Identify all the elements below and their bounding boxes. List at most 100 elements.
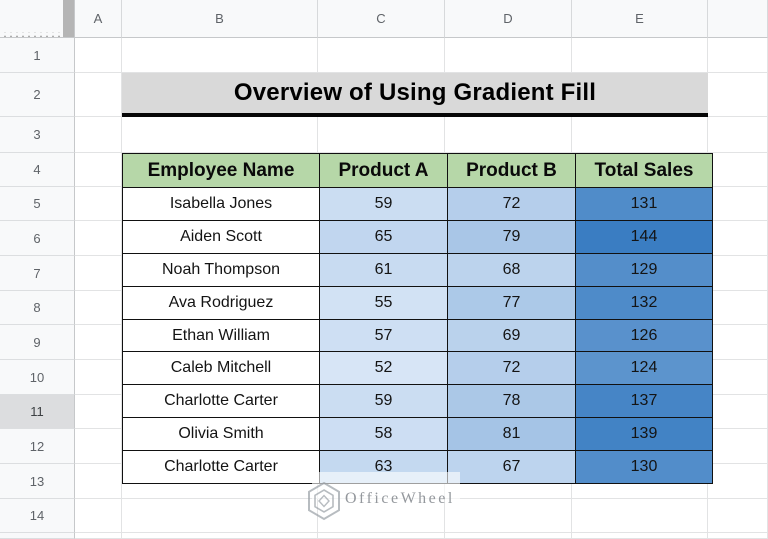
column-header-a[interactable]: A — [75, 0, 122, 38]
empty-cell[interactable] — [445, 117, 572, 153]
column-header-partial[interactable] — [708, 0, 768, 38]
row-header-6[interactable]: 6 — [0, 221, 75, 256]
empty-cell[interactable] — [708, 73, 768, 117]
empty-cell[interactable] — [75, 499, 122, 533]
empty-cell[interactable] — [445, 533, 572, 539]
empty-cell[interactable] — [708, 221, 768, 256]
empty-cell[interactable] — [572, 499, 708, 533]
table-header-product-a[interactable]: Product A — [319, 153, 448, 188]
freeze-handle-vertical[interactable] — [63, 0, 74, 37]
table-header-employee-name[interactable]: Employee Name — [122, 153, 320, 188]
cell-product-b[interactable]: 78 — [447, 384, 576, 419]
row-header-5[interactable]: 5 — [0, 187, 75, 221]
empty-cell[interactable] — [708, 499, 768, 533]
cell-product-b[interactable]: 79 — [447, 219, 576, 254]
empty-cell[interactable] — [318, 38, 445, 73]
row-header-9[interactable]: 9 — [0, 325, 75, 360]
cell-product-a[interactable]: 65 — [319, 219, 448, 254]
cell-product-a[interactable]: 59 — [319, 187, 448, 221]
cell-employee-name[interactable]: Isabella Jones — [122, 187, 320, 221]
empty-cell[interactable] — [75, 38, 122, 73]
cell-employee-name[interactable]: Ethan William — [122, 318, 320, 353]
row-header-7[interactable]: 7 — [0, 256, 75, 291]
title-cell[interactable]: Overview of Using Gradient Fill — [122, 73, 708, 117]
empty-cell[interactable] — [75, 395, 122, 429]
cell-product-a[interactable]: 57 — [319, 318, 448, 353]
select-all-corner[interactable] — [0, 0, 75, 38]
freeze-handle-horizontal[interactable] — [2, 32, 60, 37]
cell-employee-name[interactable]: Noah Thompson — [122, 252, 320, 287]
empty-cell[interactable] — [708, 256, 768, 291]
cell-employee-name[interactable]: Charlotte Carter — [122, 450, 320, 485]
row-header-10[interactable]: 10 — [0, 360, 75, 395]
empty-cell[interactable] — [708, 117, 768, 153]
row-header-1[interactable]: 1 — [0, 38, 75, 73]
cell-product-b[interactable]: 72 — [447, 351, 576, 386]
empty-cell[interactable] — [445, 38, 572, 73]
empty-cell[interactable] — [708, 187, 768, 221]
row-header-8[interactable]: 8 — [0, 291, 75, 325]
row-header-partial[interactable] — [0, 533, 75, 539]
row-header-12[interactable]: 12 — [0, 429, 75, 464]
cell-total-sales[interactable]: 124 — [575, 351, 713, 386]
empty-cell[interactable] — [708, 533, 768, 539]
empty-cell[interactable] — [122, 117, 318, 153]
empty-cell[interactable] — [572, 117, 708, 153]
empty-cell[interactable] — [122, 533, 318, 539]
row-header-14[interactable]: 14 — [0, 499, 75, 533]
empty-cell[interactable] — [445, 499, 572, 533]
row-header-4[interactable]: 4 — [0, 153, 75, 187]
cell-total-sales[interactable]: 131 — [575, 187, 713, 221]
empty-cell[interactable] — [708, 325, 768, 360]
empty-cell[interactable] — [572, 38, 708, 73]
empty-cell[interactable] — [318, 117, 445, 153]
table-header-product-b[interactable]: Product B — [447, 153, 576, 188]
column-header-c[interactable]: C — [318, 0, 445, 38]
row-header-11[interactable]: 11 — [0, 395, 75, 429]
cell-product-b[interactable]: 81 — [447, 417, 576, 452]
cell-total-sales[interactable]: 129 — [575, 252, 713, 287]
cell-product-b[interactable]: 68 — [447, 252, 576, 287]
cell-product-a[interactable]: 59 — [319, 384, 448, 419]
empty-cell[interactable] — [122, 38, 318, 73]
empty-cell[interactable] — [75, 117, 122, 153]
empty-cell[interactable] — [75, 221, 122, 256]
cell-total-sales[interactable]: 130 — [575, 450, 713, 485]
cell-product-b[interactable]: 77 — [447, 285, 576, 320]
cell-product-a[interactable]: 52 — [319, 351, 448, 386]
cell-employee-name[interactable]: Caleb Mitchell — [122, 351, 320, 386]
table-header-total-sales[interactable]: Total Sales — [575, 153, 713, 188]
cell-employee-name[interactable]: Charlotte Carter — [122, 384, 320, 419]
empty-cell[interactable] — [75, 464, 122, 499]
empty-cell[interactable] — [75, 429, 122, 464]
cell-total-sales[interactable]: 126 — [575, 318, 713, 353]
cell-product-a[interactable]: 61 — [319, 252, 448, 287]
cell-total-sales[interactable]: 137 — [575, 384, 713, 419]
cell-employee-name[interactable]: Ava Rodriguez — [122, 285, 320, 320]
empty-cell[interactable] — [318, 533, 445, 539]
empty-cell[interactable] — [708, 38, 768, 73]
column-header-b[interactable]: B — [122, 0, 318, 38]
column-header-d[interactable]: D — [445, 0, 572, 38]
column-header-e[interactable]: E — [572, 0, 708, 38]
empty-cell[interactable] — [708, 291, 768, 325]
cell-total-sales[interactable]: 132 — [575, 285, 713, 320]
cell-product-b[interactable]: 69 — [447, 318, 576, 353]
cell-total-sales[interactable]: 144 — [575, 219, 713, 254]
cell-employee-name[interactable]: Olivia Smith — [122, 417, 320, 452]
empty-cell[interactable] — [75, 325, 122, 360]
empty-cell[interactable] — [75, 73, 122, 117]
row-header-2[interactable]: 2 — [0, 73, 75, 117]
empty-cell[interactable] — [708, 153, 768, 187]
cell-product-a[interactable]: 58 — [319, 417, 448, 452]
cell-product-a[interactable]: 55 — [319, 285, 448, 320]
cell-employee-name[interactable]: Aiden Scott — [122, 219, 320, 254]
empty-cell[interactable] — [708, 464, 768, 499]
cell-product-b[interactable]: 67 — [447, 450, 576, 485]
empty-cell[interactable] — [122, 499, 318, 533]
empty-cell[interactable] — [708, 395, 768, 429]
empty-cell[interactable] — [75, 360, 122, 395]
row-header-13[interactable]: 13 — [0, 464, 75, 499]
cell-total-sales[interactable]: 139 — [575, 417, 713, 452]
empty-cell[interactable] — [75, 153, 122, 187]
